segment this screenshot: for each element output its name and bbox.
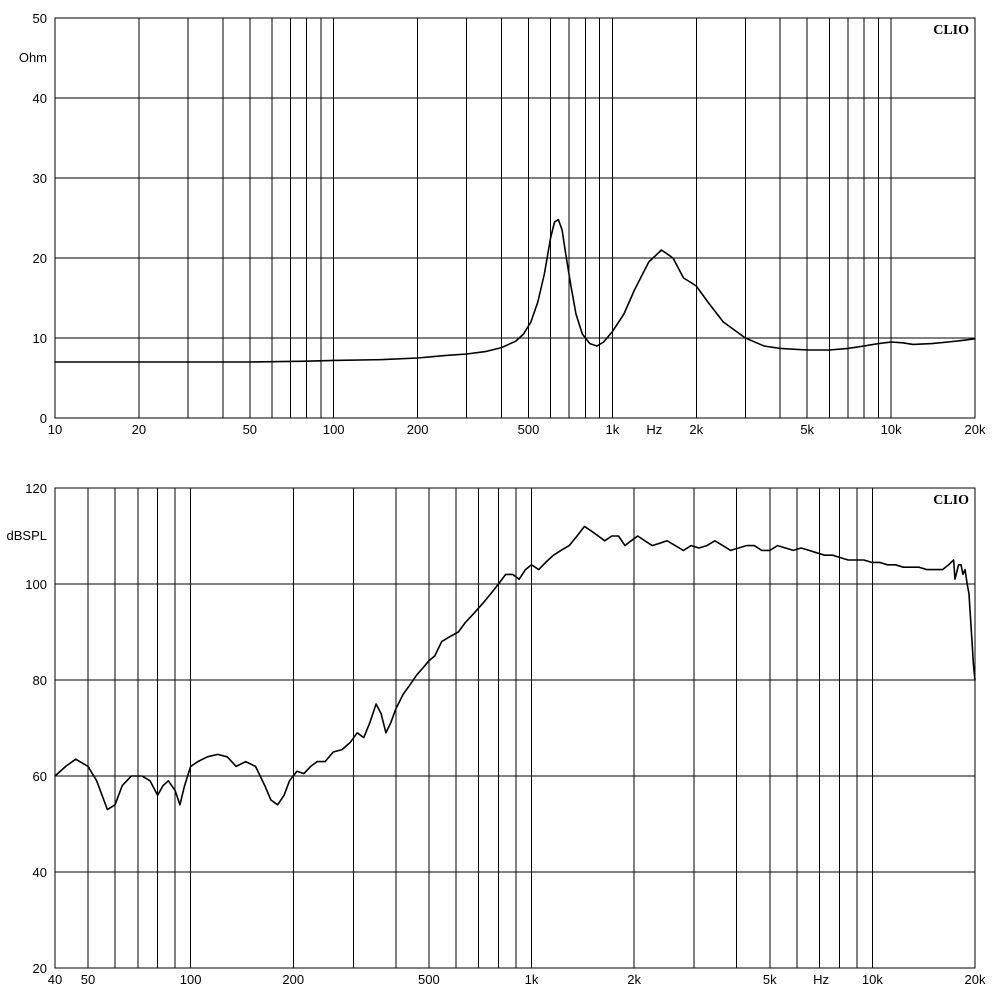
spl-y-tick-label: 120 bbox=[25, 481, 47, 496]
impedance-x-tick-label: 50 bbox=[243, 422, 257, 437]
spl-y-tick-label: 100 bbox=[25, 577, 47, 592]
impedance-x-tick-label: 5k bbox=[800, 422, 814, 437]
impedance-y-tick-label: 20 bbox=[33, 251, 47, 266]
spl-chart: 20406080100120dBSPL40501002005001k2k5k10… bbox=[7, 481, 986, 987]
impedance-x-tick-label: 2k bbox=[689, 422, 703, 437]
spl-x-tick-label: 2k bbox=[627, 972, 641, 987]
spl-x-tick-label: 40 bbox=[48, 972, 62, 987]
impedance-y-tick-label: 10 bbox=[33, 331, 47, 346]
spl-x-unit-label: Hz bbox=[813, 972, 829, 987]
impedance-brand-label: CLIO bbox=[933, 23, 969, 38]
spl-brand-label: CLIO bbox=[933, 493, 969, 508]
impedance-x-tick-label: 100 bbox=[323, 422, 345, 437]
spl-x-tick-label: 500 bbox=[418, 972, 440, 987]
impedance-x-tick-label: 200 bbox=[407, 422, 429, 437]
impedance-x-tick-label: 1k bbox=[606, 422, 620, 437]
spl-x-tick-label: 100 bbox=[180, 972, 202, 987]
impedance-x-unit-label: Hz bbox=[646, 422, 662, 437]
spl-x-tick-label: 5k bbox=[763, 972, 777, 987]
impedance-x-tick-label: 20 bbox=[132, 422, 146, 437]
impedance-x-tick-label: 20k bbox=[965, 422, 986, 437]
spl-x-tick-label: 50 bbox=[81, 972, 95, 987]
charts-canvas: 01020304050Ohm1020501002005001k2k5k10k20… bbox=[0, 0, 1000, 1000]
impedance-x-tick-label: 500 bbox=[518, 422, 540, 437]
impedance-y-tick-label: 40 bbox=[33, 91, 47, 106]
spl-y-tick-label: 80 bbox=[33, 673, 47, 688]
impedance-chart: 01020304050Ohm1020501002005001k2k5k10k20… bbox=[19, 11, 986, 437]
impedance-y-unit-label: Ohm bbox=[19, 50, 47, 65]
impedance-y-tick-label: 0 bbox=[40, 411, 47, 426]
spl-x-tick-label: 1k bbox=[525, 972, 539, 987]
spl-x-tick-label: 10k bbox=[862, 972, 883, 987]
spl-y-tick-label: 20 bbox=[33, 961, 47, 976]
impedance-y-tick-label: 30 bbox=[33, 171, 47, 186]
spl-x-tick-label: 20k bbox=[965, 972, 986, 987]
spl-y-unit-label: dBSPL bbox=[7, 528, 47, 543]
impedance-x-tick-label: 10k bbox=[881, 422, 902, 437]
impedance-y-tick-label: 50 bbox=[33, 11, 47, 26]
spl-x-tick-label: 200 bbox=[282, 972, 304, 987]
impedance-x-tick-label: 10 bbox=[48, 422, 62, 437]
spl-y-tick-label: 40 bbox=[33, 865, 47, 880]
spl-y-tick-label: 60 bbox=[33, 769, 47, 784]
